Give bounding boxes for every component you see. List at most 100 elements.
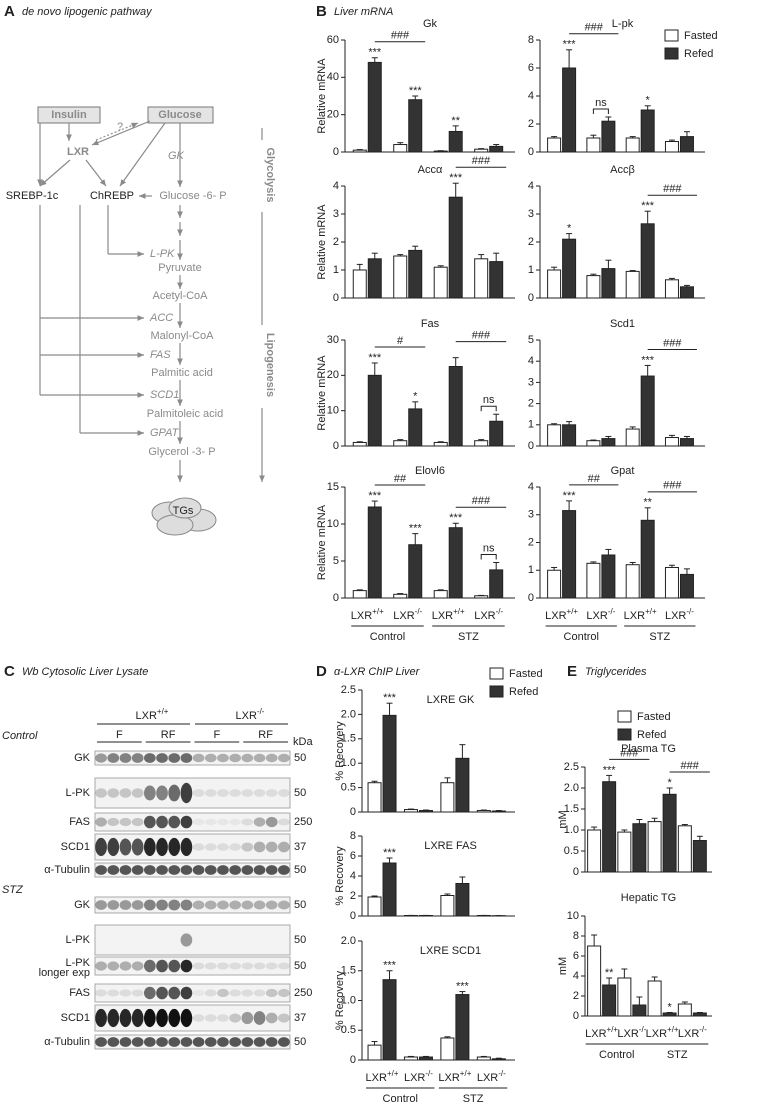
bar	[625, 564, 640, 599]
side-label: Lipogenesis	[264, 333, 276, 397]
blot-band	[192, 1037, 205, 1047]
blot-band	[180, 986, 193, 1000]
blot-band	[204, 1037, 217, 1047]
bar	[640, 519, 655, 599]
blot-band	[265, 988, 278, 998]
blot-band	[95, 961, 107, 971]
label-sup: -/-	[498, 1069, 506, 1078]
significance: **	[643, 497, 652, 509]
chart-title: Plasma TG	[621, 743, 676, 755]
row-label: α-Tubulin	[44, 1036, 90, 1048]
bar	[625, 137, 640, 153]
blot-band	[253, 865, 266, 875]
blot-band	[265, 1037, 278, 1047]
bracket	[480, 553, 497, 560]
blot-band	[107, 1008, 120, 1028]
y-tick-label: 1	[528, 419, 534, 431]
bar	[664, 141, 679, 153]
panel-title: Wb Cytosolic Liver Lysate	[22, 666, 148, 678]
y-tick-label: 4	[528, 355, 534, 367]
bar	[692, 1012, 707, 1017]
bar	[382, 862, 397, 917]
y-axis-label: Relative mRNA	[316, 58, 328, 134]
blot-band	[180, 815, 193, 829]
y-tick-label: 4	[528, 90, 534, 102]
bar	[367, 506, 382, 599]
y-axis-label: % Recovery	[334, 721, 346, 781]
label-sup: +/+	[453, 607, 465, 616]
blot-band	[156, 837, 168, 857]
y-tick-label: 6	[528, 62, 534, 74]
bar	[455, 757, 470, 813]
bar	[632, 1004, 647, 1017]
chart-title: Accα	[418, 164, 443, 176]
bracket-label: ###	[620, 747, 639, 759]
blot-band	[229, 753, 242, 763]
bar	[367, 61, 382, 153]
y-tick-label: 10	[327, 405, 339, 417]
label-sup: -/-	[415, 607, 423, 616]
significance: ***	[603, 764, 617, 776]
label-sup: +/+	[387, 1069, 399, 1078]
blot-band	[278, 1013, 290, 1023]
blot-band	[229, 1013, 242, 1023]
label-sup: +/+	[607, 1025, 619, 1034]
node: Insulin	[51, 109, 87, 121]
group-label: LXR-/-	[678, 1025, 707, 1040]
y-tick-label: 20	[327, 109, 339, 121]
y-tick-label: 6	[350, 850, 356, 862]
bar	[547, 269, 562, 299]
blot-band	[229, 962, 242, 970]
bar	[403, 1056, 418, 1061]
bar	[418, 810, 433, 813]
bar	[692, 840, 707, 873]
panel-title: Liver mRNA	[334, 6, 393, 18]
bar	[647, 980, 662, 1017]
legend-label: Fasted	[509, 668, 543, 680]
node: SREBP-1c	[6, 190, 59, 202]
bar	[474, 595, 489, 599]
bar	[408, 249, 423, 299]
bar	[474, 440, 489, 447]
blot-band	[107, 900, 120, 910]
bar	[562, 67, 577, 153]
blot-band	[217, 1037, 229, 1047]
bar	[617, 831, 632, 873]
blot-band	[241, 989, 254, 997]
y-tick-label: 4	[350, 870, 356, 882]
y-tick-label: 30	[327, 334, 339, 346]
legend-label: Fasted	[637, 711, 671, 723]
significance: ***	[383, 847, 397, 859]
y-tick-label: 15	[327, 481, 339, 493]
panel-a: A de novo lipogenic pathway Insulin Gluc…	[4, 3, 276, 536]
chart-title: Hepatic TG	[621, 892, 676, 904]
y-tick-label: 0	[528, 440, 534, 452]
y-tick-label: 40	[327, 71, 339, 83]
label-base: LXR	[545, 610, 566, 622]
chart-title: Accβ	[610, 164, 635, 176]
blot-band	[278, 789, 290, 797]
bar	[393, 440, 408, 447]
legend-swatch	[617, 728, 632, 741]
bar	[433, 441, 448, 447]
panel-title: de novo lipogenic pathway	[22, 6, 153, 18]
blot-band	[241, 865, 254, 875]
node: ACC	[149, 312, 173, 324]
bar	[382, 979, 397, 1061]
blot-band	[156, 865, 168, 875]
blot-band	[95, 753, 107, 763]
blot-band	[241, 753, 254, 763]
y-axis-label: % Recovery	[334, 846, 346, 906]
blot-band	[95, 989, 107, 997]
y-axis-label: Relative mRNA	[316, 355, 328, 431]
node: SCD1	[150, 389, 179, 401]
blot-band	[107, 837, 120, 857]
blot-band	[119, 989, 132, 997]
blot-band	[265, 841, 278, 853]
blot-band	[131, 788, 144, 798]
group-label: LXR+/+	[545, 607, 578, 622]
bar	[586, 137, 601, 153]
y-tick-label: 2.0	[341, 708, 356, 720]
bar	[433, 266, 448, 299]
significance: ***	[641, 354, 655, 366]
